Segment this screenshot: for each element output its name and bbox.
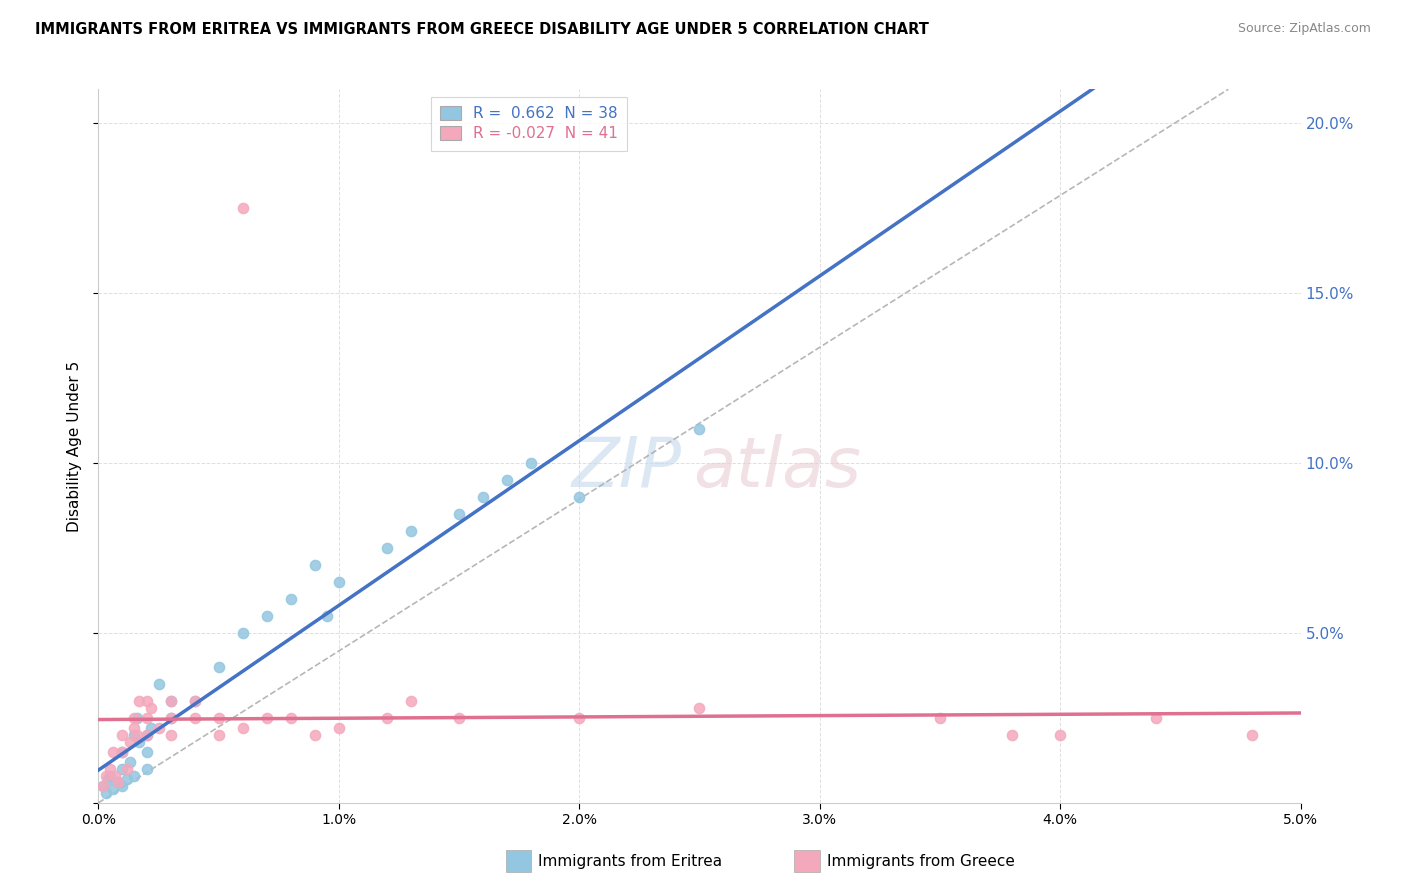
Point (208, 728, 231, 742)
Point (159, 711, 181, 725)
Point (148, 677, 170, 691)
Point (1241, 728, 1264, 742)
Text: Immigrants from Eritrea: Immigrants from Eritrea (538, 855, 723, 869)
Point (280, 711, 302, 725)
Point (304, 558, 326, 572)
Point (1001, 728, 1024, 742)
Point (447, 711, 470, 725)
Point (111, 728, 134, 742)
Point (399, 694, 422, 708)
Point (375, 711, 398, 725)
Point (304, 728, 326, 742)
Point (97, 772, 120, 786)
Point (124, 769, 146, 783)
Point (375, 541, 398, 555)
Point (128, 694, 150, 708)
Point (208, 711, 231, 725)
Point (111, 745, 134, 759)
Point (111, 745, 134, 759)
Point (472, 490, 495, 504)
Point (125, 728, 148, 742)
Point (118, 734, 141, 748)
Point (111, 762, 134, 776)
Point (689, 422, 711, 436)
Point (159, 694, 181, 708)
Point (328, 721, 350, 735)
Point (94, 769, 117, 783)
Point (159, 694, 181, 708)
Point (208, 660, 231, 674)
Point (125, 711, 148, 725)
Point (280, 591, 302, 606)
Point (135, 728, 157, 742)
Point (159, 711, 181, 725)
Text: Source: ZipAtlas.com: Source: ZipAtlas.com (1237, 22, 1371, 36)
Point (135, 711, 157, 725)
Point (111, 779, 134, 793)
Point (232, 626, 254, 640)
Point (135, 762, 157, 776)
Point (520, 456, 543, 470)
Point (91, 779, 114, 793)
Point (929, 711, 952, 725)
Point (447, 507, 470, 521)
Point (328, 574, 350, 589)
Point (124, 721, 146, 735)
Point (94, 786, 117, 800)
Point (689, 700, 711, 714)
Text: atlas: atlas (693, 434, 862, 501)
Point (128, 734, 150, 748)
Text: Immigrants from Greece: Immigrants from Greece (827, 855, 1015, 869)
Point (496, 473, 519, 487)
Point (91, 779, 114, 793)
Point (232, 721, 254, 735)
Text: ZIP: ZIP (571, 434, 682, 501)
Point (135, 694, 157, 708)
Point (100, 762, 122, 776)
Point (568, 490, 591, 504)
Point (148, 721, 170, 735)
Point (101, 745, 124, 759)
Point (141, 700, 163, 714)
Point (399, 524, 422, 538)
Point (315, 608, 337, 623)
Point (101, 782, 124, 797)
Point (232, 201, 254, 215)
Point (124, 711, 146, 725)
Legend: R =  0.662  N = 38, R = -0.027  N = 41: R = 0.662 N = 38, R = -0.027 N = 41 (430, 97, 627, 151)
Point (1144, 711, 1167, 725)
Y-axis label: Disability Age Under 5: Disability Age Under 5 (67, 360, 83, 532)
Point (107, 775, 129, 789)
Point (1049, 728, 1071, 742)
Point (159, 728, 181, 742)
Point (135, 728, 157, 742)
Point (256, 608, 278, 623)
Point (104, 769, 127, 783)
Point (568, 711, 591, 725)
Point (141, 721, 163, 735)
Point (100, 769, 122, 783)
Text: IMMIGRANTS FROM ERITREA VS IMMIGRANTS FROM GREECE DISABILITY AGE UNDER 5 CORRELA: IMMIGRANTS FROM ERITREA VS IMMIGRANTS FR… (35, 22, 929, 37)
Point (118, 755, 141, 769)
Point (124, 728, 146, 742)
Point (256, 711, 278, 725)
Point (183, 694, 205, 708)
Point (183, 711, 205, 725)
Point (107, 775, 129, 789)
Point (117, 772, 139, 786)
Point (117, 762, 139, 776)
Point (135, 745, 157, 759)
Point (183, 694, 205, 708)
